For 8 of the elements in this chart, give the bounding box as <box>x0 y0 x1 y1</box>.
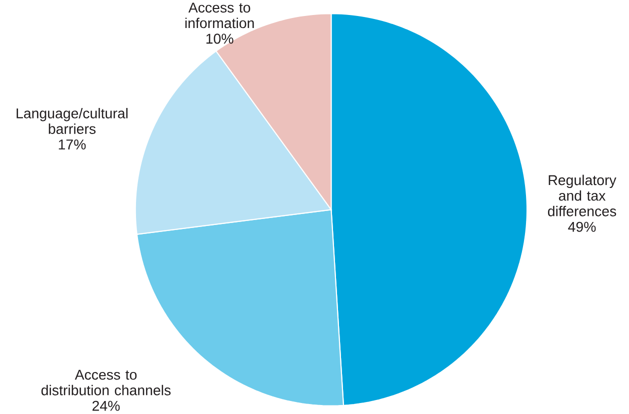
slice-label: Access to distribution channels <box>41 370 171 396</box>
slice-label: Access to information <box>185 2 254 28</box>
data-label: 10% <box>206 34 234 44</box>
slice-label: Language/cultural barriers <box>16 108 128 134</box>
data-label: 49% <box>568 222 596 232</box>
slice-label: Regulatory and tax differences <box>548 174 616 217</box>
data-label: 24% <box>92 401 120 412</box>
data-label: 17% <box>58 140 86 150</box>
